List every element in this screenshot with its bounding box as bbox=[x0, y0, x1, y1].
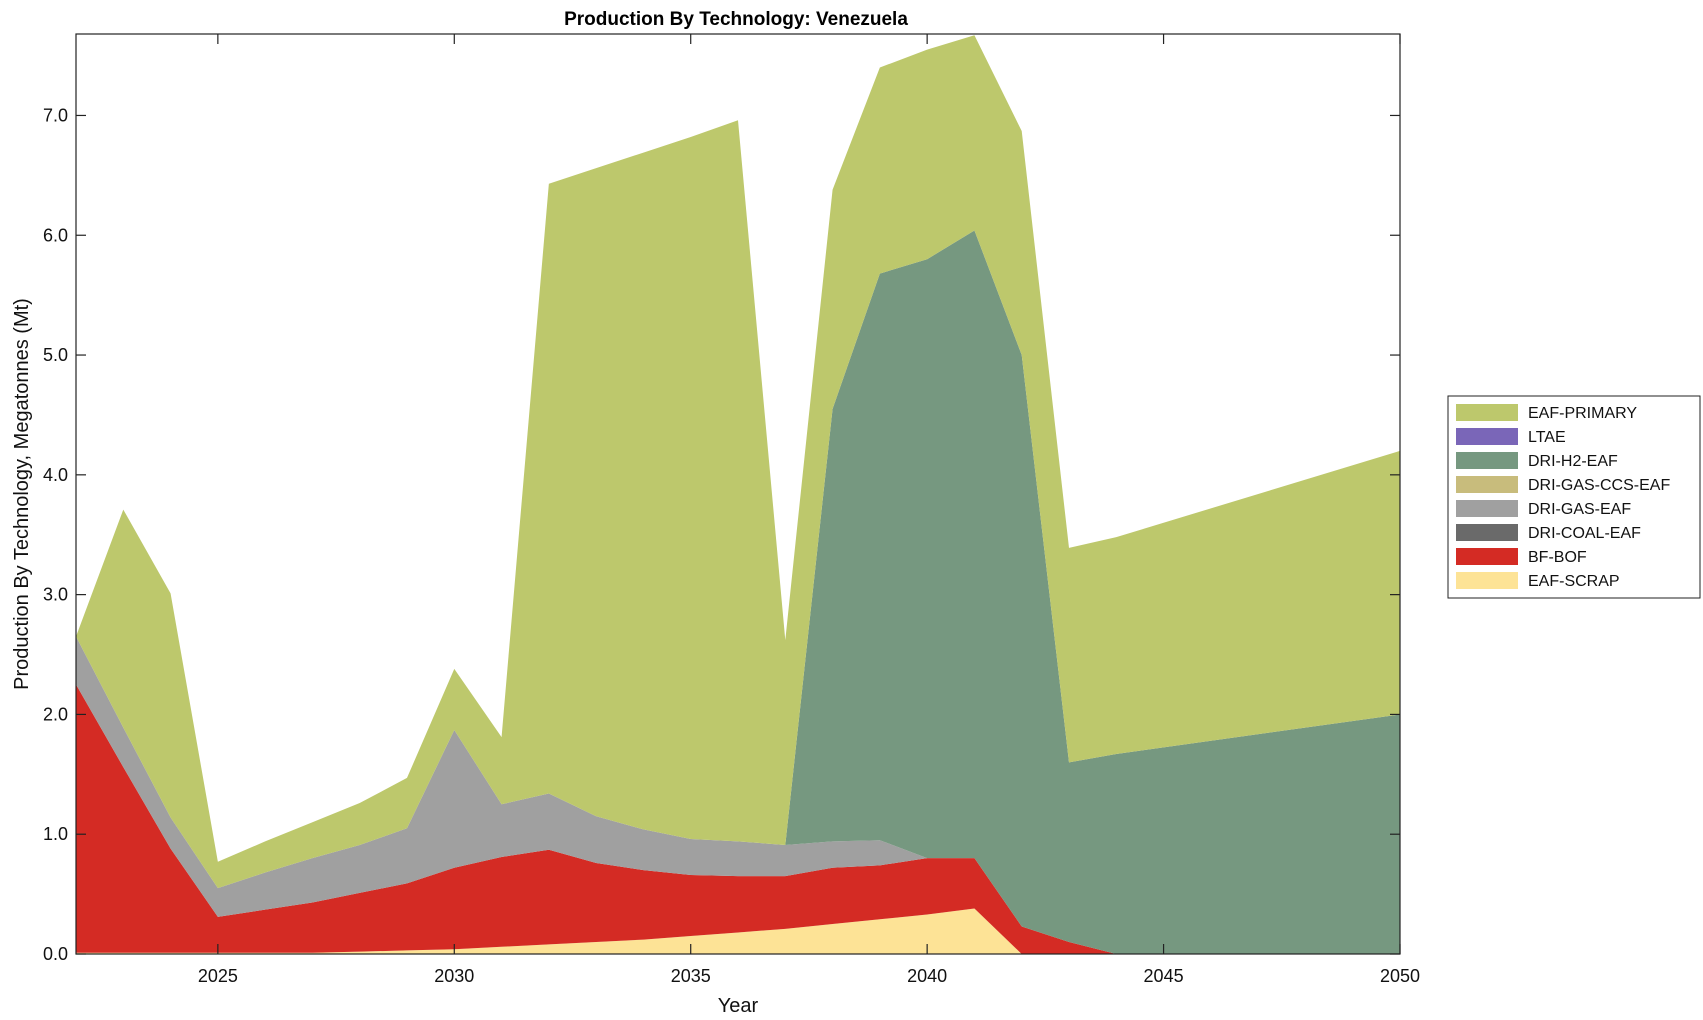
legend-swatch-bf-bof bbox=[1456, 548, 1518, 565]
area-eaf-primary bbox=[76, 35, 1400, 889]
area-dri-gas-eaf bbox=[76, 636, 1400, 954]
legend-label-dri-h2-eaf: DRI-H2-EAF bbox=[1528, 453, 1618, 470]
legend-label-eaf-primary: EAF-PRIMARY bbox=[1528, 405, 1637, 422]
legend: EAF-PRIMARY LTAE DRI-H2-EAF DRI-GAS-CCS-EAF… bbox=[1447, 395, 1701, 599]
y-tick-label: 7.0 bbox=[43, 105, 68, 125]
axis-ticks: 2025 2030 2035 2040 2045 2050 0.0 1.0 2.0 3.0 4.0 5… bbox=[43, 34, 1420, 986]
x-tick-label: 2030 bbox=[434, 966, 474, 986]
legend-label-eaf-scrap: EAF-SCRAP bbox=[1528, 573, 1620, 590]
x-tick-label: 2045 bbox=[1144, 966, 1184, 986]
legend-label-dri-gas-ccs-eaf: DRI-GAS-CCS-EAF bbox=[1528, 477, 1670, 494]
legend-swatch-ltae bbox=[1456, 428, 1518, 445]
y-axis-label: Production By Technology, Megatonnes (Mt… bbox=[11, 298, 33, 690]
x-tick-label: 2025 bbox=[198, 966, 238, 986]
plot-frame bbox=[75, 33, 1401, 955]
y-tick-label: 6.0 bbox=[43, 225, 68, 245]
y-tick-label: 0.0 bbox=[43, 944, 68, 964]
legend-swatch-eaf-primary bbox=[1456, 404, 1518, 421]
legend-label-bf-bof: BF-BOF bbox=[1528, 549, 1587, 566]
x-tick-label: 2050 bbox=[1380, 966, 1420, 986]
legend-label-ltae: LTAE bbox=[1528, 429, 1566, 446]
area-dri-h2-eaf bbox=[76, 230, 1400, 954]
chart-title: Production By Technology: Venezuela bbox=[564, 9, 908, 30]
y-tick-label: 5.0 bbox=[43, 345, 68, 365]
x-axis-label: Year bbox=[718, 995, 759, 1017]
legend-swatch-dri-h2-eaf bbox=[1456, 452, 1518, 469]
legend-label-dri-gas-eaf: DRI-GAS-EAF bbox=[1528, 501, 1631, 518]
chart-areas bbox=[76, 35, 1400, 954]
legend-swatch-eaf-scrap bbox=[1456, 572, 1518, 589]
legend-label-dri-coal-eaf: DRI-COAL-EAF bbox=[1528, 525, 1641, 542]
legend-box bbox=[1447, 395, 1701, 599]
y-tick-label: 2.0 bbox=[43, 704, 68, 724]
legend-swatch-dri-gas-eaf bbox=[1456, 500, 1518, 517]
y-tick-label: 1.0 bbox=[43, 824, 68, 844]
area-bf-bof bbox=[76, 684, 1400, 954]
legend-swatch-dri-gas-ccs-eaf bbox=[1456, 476, 1518, 493]
y-tick-label: 3.0 bbox=[43, 585, 68, 605]
y-tick-label: 4.0 bbox=[43, 465, 68, 485]
legend-swatch-dri-coal-eaf bbox=[1456, 524, 1518, 541]
x-tick-label: 2040 bbox=[907, 966, 947, 986]
x-tick-label: 2035 bbox=[671, 966, 711, 986]
area-eaf-scrap bbox=[76, 908, 1400, 954]
